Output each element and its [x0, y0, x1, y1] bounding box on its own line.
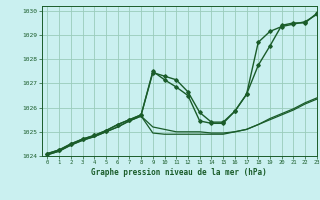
X-axis label: Graphe pression niveau de la mer (hPa): Graphe pression niveau de la mer (hPa) [91, 168, 267, 177]
